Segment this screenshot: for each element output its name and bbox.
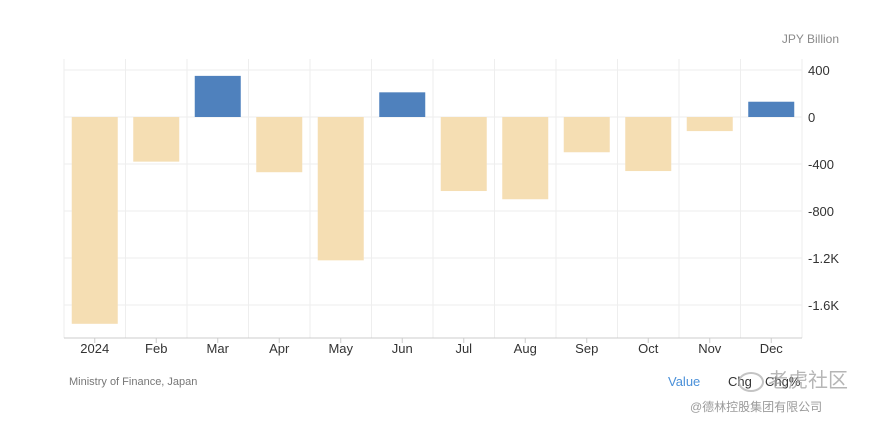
bar-oct[interactable] (625, 117, 672, 172)
bar-aug[interactable] (502, 117, 549, 200)
bar-sep[interactable] (563, 117, 610, 153)
bar-jun[interactable] (379, 92, 426, 117)
source-label: Ministry of Finance, Japan (69, 376, 198, 388)
company-watermark: @德林控股集团有限公司 (690, 400, 823, 414)
unit-label: JPY Billion (781, 32, 839, 46)
x-tick-label: Aug (514, 341, 537, 356)
x-tick-label: Jul (455, 341, 472, 356)
x-tick-label: Oct (638, 341, 659, 356)
tab-chg-pct[interactable]: Chg% (765, 374, 801, 389)
y-tick-label: -1.6K (808, 298, 839, 313)
x-tick-label: May (328, 341, 353, 356)
watermark-text: 老虎社区 (768, 370, 848, 392)
bar-nov[interactable] (686, 117, 733, 132)
bars (71, 75, 795, 324)
y-tick-label: -400 (808, 157, 834, 172)
x-tick-label: Dec (760, 341, 784, 356)
y-tick-label: 0 (808, 110, 815, 125)
bar-apr[interactable] (256, 117, 303, 173)
gridlines (63, 59, 803, 338)
y-tick-label: 400 (808, 63, 830, 78)
y-tick-label: -800 (808, 204, 834, 219)
tiger-logo-icon (738, 371, 764, 392)
x-tick-label: Jun (392, 341, 413, 356)
y-tick-label: -1.2K (808, 251, 839, 266)
x-tick-label: Sep (575, 341, 598, 356)
bar-jul[interactable] (440, 117, 487, 192)
bar-may[interactable] (317, 117, 364, 261)
bar-feb[interactable] (133, 117, 180, 162)
axes: 400 0 -400 -800 -1.2K -1.6K 2024 Feb Mar Apr May Ju… (64, 63, 839, 356)
x-tick-label: Mar (207, 341, 230, 356)
x-tick-label: Feb (145, 341, 167, 356)
bar-mar[interactable] (194, 75, 241, 117)
x-tick-label: Apr (269, 341, 290, 356)
bar-dec[interactable] (748, 101, 795, 117)
x-tick-label: Nov (698, 341, 722, 356)
tab-value[interactable]: Value (668, 374, 701, 389)
x-tick-label: 2024 (80, 341, 109, 356)
community-watermark: 老虎社区 (738, 364, 848, 393)
bar-2024[interactable] (71, 117, 118, 324)
